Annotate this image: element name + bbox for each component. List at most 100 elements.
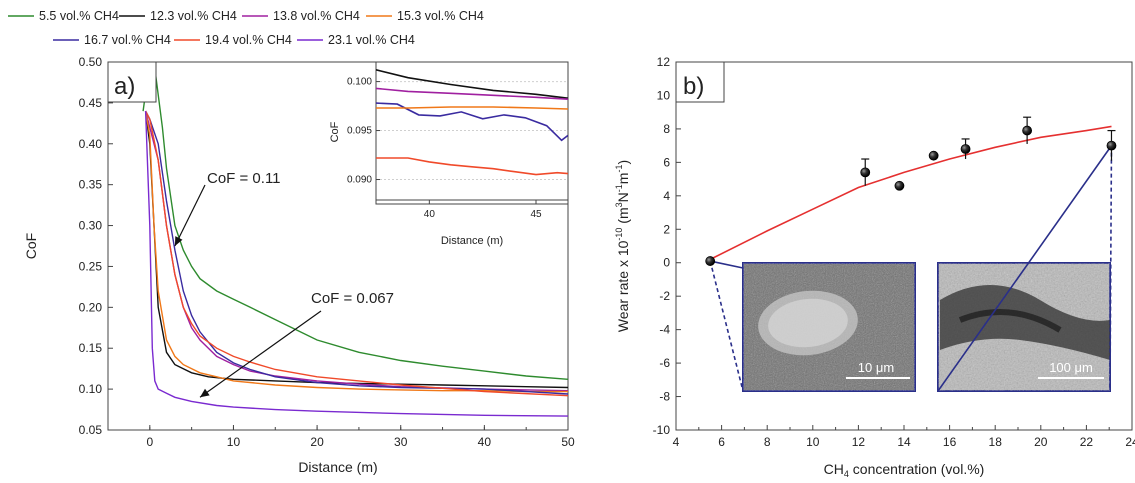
annotation-label: CoF = 0.067 — [311, 290, 394, 307]
annotation-arrow — [174, 184, 206, 247]
inset-x-tick-label: 45 — [530, 209, 542, 220]
legend-label: 13.8 vol.% CH4 — [273, 9, 360, 23]
panel-a-y-title: CoF — [23, 233, 39, 259]
inset-series-line — [376, 106, 568, 110]
legend-label: 19.4 vol.% CH4 — [205, 33, 292, 47]
panel-b-x-tick-label: 16 — [943, 435, 957, 449]
panel-b-label-box — [675, 61, 725, 103]
panel-b-y-tick-label: 0 — [663, 256, 670, 270]
panel-b-y-tick-label: -10 — [653, 423, 671, 437]
legend: 5.5 vol.% CH4 12.3 vol.% CH4 13.8 vol.% CH… — [8, 9, 484, 47]
panel-b-points — [705, 116, 1117, 266]
panel-a-y-tick-label: 0.20 — [79, 300, 103, 314]
panel-b-label: b) — [683, 73, 704, 100]
annotation-label: CoF = 0.11 — [207, 170, 281, 187]
panel-b-y-tick-label: -4 — [659, 323, 670, 337]
sem-connector — [1109, 145, 1113, 392]
panel-a-x-tick-label: 40 — [478, 435, 492, 449]
inset-series — [376, 69, 568, 176]
data-point — [960, 144, 971, 154]
panel-a-x-axis: 0 10 20 30 40 50 — [107, 425, 575, 449]
panel-a-x-tick-label: 10 — [227, 435, 241, 449]
panel-b-y-tick-label: 8 — [663, 122, 670, 136]
panel-b-y-title: Wear rate x 10-10 (m3N-1m-1) — [614, 160, 631, 332]
panel-a-y-tick-label: 0.30 — [79, 219, 103, 233]
sem-images: 10 μm 100 μm — [709, 145, 1113, 392]
inset-series-line — [376, 69, 568, 99]
data-point — [860, 167, 871, 178]
inset-series-line — [376, 102, 568, 142]
sem-connector — [709, 260, 744, 392]
annotation-arrowhead — [174, 236, 183, 246]
panel-a-x-tick-label: 20 — [310, 435, 324, 449]
panel-a-annotations: CoF = 0.11 CoF = 0.067 — [174, 170, 394, 398]
annotation-arrowhead — [200, 388, 210, 398]
data-point — [1106, 140, 1117, 151]
panel-b-y-tick-label: -2 — [659, 289, 670, 303]
panel-a-x-title: Distance (m) — [298, 459, 377, 475]
panel-a-inset: 40 45 0.090 0.095 0.100 Distance (m) CoF — [329, 61, 569, 247]
sem-image-2: 100 μm — [937, 262, 1111, 392]
data-point — [705, 256, 716, 266]
legend-label: 16.7 vol.% CH4 — [84, 33, 171, 47]
panel-a-x-tick-label: 50 — [561, 435, 575, 449]
panel-b-y-tick-label: 12 — [657, 55, 671, 69]
panel-a-y-axis: 0.05 0.10 0.15 0.20 0.25 0.30 0.35 0.40 0.45 0.50 — [79, 55, 113, 437]
panel-b-y-tick-label: 10 — [657, 88, 671, 102]
inset-series-line — [376, 87, 568, 100]
panel-b-x-tick-label: 8 — [764, 435, 771, 449]
series-line — [144, 110, 568, 397]
inset-frame — [375, 61, 569, 205]
sem-1-scale-label: 10 μm — [858, 360, 894, 375]
panel-b-x-tick-label: 6 — [718, 435, 725, 449]
sem-connector — [710, 260, 744, 269]
panel-b-x-tick-label: 4 — [673, 435, 680, 449]
panel-b-y-axis: -10 -8 -6 -4 -2 0 2 4 6 8 10 12 — [653, 55, 681, 437]
panel-a-y-tick-label: 0.05 — [79, 423, 103, 437]
panel-a-x-tick-label: 30 — [394, 435, 408, 449]
series-line — [144, 111, 568, 417]
legend-label: 12.3 vol.% CH4 — [150, 9, 237, 23]
panel-b-x-title: CH4 concentration (vol.%) — [824, 461, 985, 479]
panel-a-y-tick-label: 0.25 — [79, 259, 103, 273]
inset-x-tick-label: 40 — [424, 209, 436, 220]
panel-b-x-tick-label: 22 — [1080, 435, 1094, 449]
panel-b-x-tick-label: 12 — [852, 435, 866, 449]
panel-a-y-tick-label: 0.40 — [79, 137, 103, 151]
panel-b-y-tick-label: 6 — [663, 155, 670, 169]
inset-y-tick-label: 0.095 — [347, 126, 372, 137]
inset-series-line — [376, 157, 568, 176]
panel-b-x-tick-label: 14 — [897, 435, 911, 449]
panel-a-y-tick-label: 0.45 — [79, 96, 103, 110]
inset-y-title: CoF — [329, 121, 341, 142]
series-line — [144, 110, 568, 395]
data-point — [928, 150, 939, 161]
panel-b-x-tick-label: 10 — [806, 435, 820, 449]
panel-a: 0 10 20 30 40 50 0.05 0.10 0.15 0.20 0.25 0.30 0.35… — [23, 55, 575, 475]
inset-y-tick-label: 0.100 — [347, 77, 372, 88]
inset-grid — [376, 81, 568, 181]
panel-b-fit-line — [709, 125, 1112, 261]
panel-a-y-tick-label: 0.10 — [79, 382, 103, 396]
panel-a-label: a) — [114, 73, 135, 100]
legend-label: 23.1 vol.% CH4 — [328, 33, 415, 47]
panel-b-x-tick-label: 18 — [989, 435, 1003, 449]
panel-b-x-tick-label: 24 — [1125, 435, 1135, 449]
panel-a-y-tick-label: 0.15 — [79, 341, 103, 355]
inset-axes: 40 45 0.090 0.095 0.100 — [347, 77, 568, 220]
panel-b-y-tick-label: -6 — [659, 356, 670, 370]
series-line — [142, 62, 568, 380]
panel-b-y-tick-label: 4 — [663, 189, 670, 203]
panel-b-x-axis: 4 6 8 10 12 14 16 18 20 22 24 — [673, 425, 1135, 449]
sem-connector — [937, 145, 1113, 392]
inset-y-tick-label: 0.090 — [347, 175, 372, 186]
panel-b-y-tick-label: -8 — [659, 390, 670, 404]
sem-2-scale-label: 100 μm — [1049, 360, 1093, 375]
panel-a-label-box — [107, 61, 157, 103]
sem-image-1: 10 μm — [742, 262, 916, 392]
panel-a-y-tick-label: 0.35 — [79, 178, 103, 192]
annotation-arrow — [199, 310, 322, 398]
panel-b: 4681012141618202224 -10-8-6-4-2024681012… — [614, 55, 1135, 479]
data-point — [1022, 125, 1033, 136]
